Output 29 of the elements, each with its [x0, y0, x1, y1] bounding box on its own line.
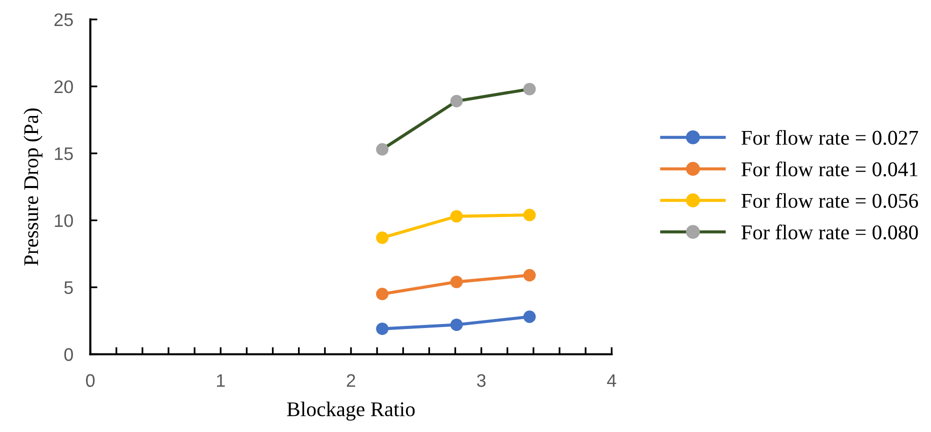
legend-label: For flow rate = 0.056 — [741, 193, 918, 208]
point — [450, 210, 463, 223]
y-tick-label: 10 — [54, 214, 73, 228]
legend-label: For flow rate = 0.080 — [741, 224, 918, 240]
x-tick-label: 0 — [86, 374, 95, 387]
point — [523, 208, 536, 222]
x-tick-label: 2 — [346, 374, 356, 387]
point — [523, 82, 536, 96]
x-tick-label: 3 — [476, 374, 486, 387]
y-tick-label: 5 — [64, 281, 73, 294]
point — [376, 288, 388, 300]
point — [450, 94, 463, 108]
point — [376, 322, 388, 336]
point — [523, 310, 536, 323]
legend-label: For flow rate = 0.027 — [741, 130, 918, 145]
y-tick-label: 25 — [54, 13, 73, 26]
y-tick-label: 0 — [64, 348, 73, 361]
point — [450, 276, 463, 288]
y-axis-title: Pressure Drop (Pa) — [24, 108, 42, 266]
y-tick-label: 20 — [54, 80, 73, 94]
x-tick-label: 4 — [607, 374, 616, 387]
x-tick-label: 1 — [217, 374, 225, 387]
point — [376, 143, 388, 156]
point — [523, 269, 536, 282]
point — [376, 232, 388, 244]
x-axis-title: Blockage Ratio — [287, 402, 415, 421]
point — [450, 318, 463, 331]
y-tick-label: 15 — [54, 147, 73, 160]
legend-label: For flow rate = 0.041 — [741, 161, 918, 176]
